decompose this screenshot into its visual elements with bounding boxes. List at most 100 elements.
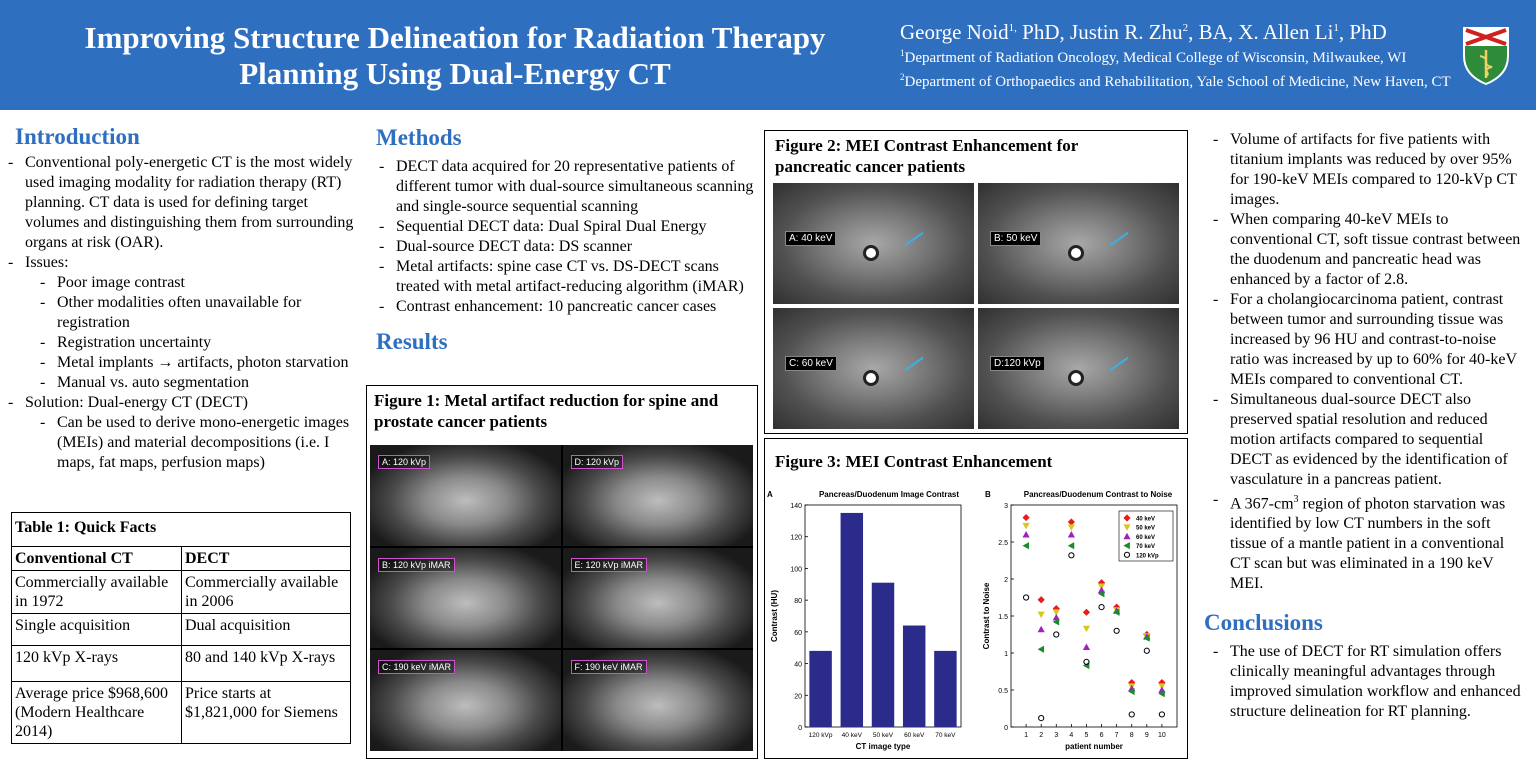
- ct-image-panel: A: 120 kVp: [370, 445, 561, 546]
- table-cell: 80 and 140 kVp X-rays: [181, 645, 351, 682]
- ct-image-panel: D: 120 kVp: [562, 445, 753, 546]
- data-point: [1067, 531, 1075, 538]
- bar: [809, 650, 832, 727]
- y-tick-label: 0: [1004, 725, 1008, 732]
- bar: [934, 650, 957, 727]
- ct-image-panel: F: 190 keV iMAR: [562, 650, 753, 751]
- list-item: Solution: Dual-energy CT (DECT) Can be u…: [5, 393, 365, 473]
- affiliation-2: 2Department of Orthopaedics and Rehabili…: [900, 72, 1451, 90]
- list-item: Contrast enhancement: 10 pancreatic canc…: [376, 297, 760, 317]
- data-point: [1082, 643, 1091, 650]
- university-shield-logo-icon: [1463, 27, 1509, 86]
- table-cell: Commercially available in 1972: [11, 570, 182, 614]
- data-point: [1022, 522, 1030, 530]
- data-point: [1097, 590, 1105, 598]
- title-line-2: Planning Using Dual-Energy CT: [239, 56, 671, 91]
- x-tick-label: 120 kVp: [809, 732, 833, 739]
- chart-title: Pancreas/Duodenum Image Contrast: [819, 490, 959, 499]
- x-tick-label: 2: [1039, 732, 1043, 739]
- contrast-bar-chart: A Pancreas/Duodenum Image Contrast 0 20 40 60…: [767, 490, 962, 751]
- data-point: [1022, 531, 1030, 538]
- data-point: [1082, 608, 1091, 616]
- legend-marker: [1123, 551, 1131, 558]
- panel-label: D:120 kVp: [990, 356, 1045, 371]
- figure-1-title: Figure 1: Metal artifact reduction for s…: [374, 391, 719, 431]
- list-item: Volume of artifacts for five patients wi…: [1200, 130, 1522, 210]
- bar: [871, 582, 895, 727]
- poster-title: Improving Structure Delineation for Radi…: [40, 20, 870, 92]
- y-tick-label: 100: [790, 566, 802, 573]
- table-cell: Dual acquisition: [181, 613, 351, 646]
- poster-header: Improving Structure Delineation for Radi…: [0, 0, 1536, 110]
- panel-label: B: [985, 490, 991, 499]
- panel-label: B: 120 kVp iMAR: [378, 557, 455, 572]
- introduction-list: Conventional poly-energetic CT is the mo…: [8, 153, 365, 473]
- contrast-marker-icon: [1068, 245, 1084, 261]
- list-item: DECT data acquired for 20 representative…: [376, 157, 760, 217]
- panel-label: A: 40 keV: [785, 231, 837, 246]
- data-point: [1083, 658, 1090, 665]
- table-cell: Average price $968,600 (Modern Healthcar…: [11, 681, 182, 744]
- data-point: [1022, 542, 1029, 550]
- title-line-1: Improving Structure Delineation for Radi…: [84, 20, 826, 55]
- author-degree: , BA,: [1188, 20, 1239, 44]
- ct-image-panel: E: 120 kVp iMAR: [562, 547, 753, 649]
- panel-label: E: 120 kVp iMAR: [570, 557, 648, 572]
- x-tick-label: 9: [1145, 732, 1149, 739]
- legend-label: 60 keV: [1136, 535, 1155, 541]
- list-item: For a cholangiocarcinoma patient, contra…: [1200, 290, 1522, 390]
- methods-list: DECT data acquired for 20 representative…: [376, 157, 760, 317]
- list-item: The use of DECT for RT simulation offers…: [1200, 642, 1522, 722]
- ct-image-panel: B: 120 kVp iMAR: [370, 547, 561, 649]
- author-name: George Noid: [900, 20, 1009, 44]
- quick-facts-table: Table 1: Quick Facts Conventional CT DEC…: [11, 512, 351, 744]
- data-point: [1037, 645, 1045, 653]
- x-tick-label: 40 keV: [842, 732, 863, 739]
- contrast-marker-icon: [1068, 370, 1084, 386]
- panel-label: B: 50 keV: [990, 231, 1042, 246]
- data-point: [1158, 711, 1166, 718]
- ct-image-panel: A: 40 keV: [773, 183, 974, 304]
- table-title: Table 1: Quick Facts: [11, 512, 351, 547]
- legend-label: 50 keV: [1136, 526, 1155, 532]
- author-degree: PhD,: [1016, 20, 1071, 44]
- table-row: Single acquisition Dual acquisition: [11, 613, 351, 646]
- table-row: 120 kVp X-rays 80 and 140 kVp X-rays: [11, 645, 351, 682]
- figure-2-image-grid: A: 40 keV B: 50 keV C: 60 keV D:120 kVp: [773, 183, 1179, 429]
- y-tick-label: 0: [798, 725, 802, 732]
- data-point: [1128, 687, 1135, 696]
- methods-heading: Methods: [376, 125, 462, 150]
- list-item: Conventional poly-energetic CT is the mo…: [5, 153, 365, 253]
- list-item: Sequential DECT data: Dual Spiral Dual E…: [376, 217, 760, 237]
- issue-item: Registration uncertainty: [25, 333, 365, 353]
- panel-label: C: 60 keV: [785, 356, 837, 371]
- data-point: [1038, 715, 1045, 722]
- arrow-icon: [904, 356, 924, 372]
- solution-item: Can be used to derive mono-energetic ima…: [25, 413, 365, 473]
- x-tick-label: 10: [1158, 732, 1166, 739]
- data-point: [1082, 625, 1091, 633]
- ct-image-panel: D:120 kVp: [978, 308, 1179, 429]
- data-point: [1158, 690, 1165, 698]
- y-tick-label: 120: [790, 535, 802, 542]
- x-axis-label: patient number: [1065, 742, 1123, 751]
- table-header-cell: DECT: [181, 546, 351, 571]
- table-cell: Commercially available in 2006: [181, 570, 351, 614]
- x-tick-label: 4: [1069, 732, 1073, 739]
- y-axis-label: Contrast (HU): [770, 590, 779, 642]
- data-point: [1068, 552, 1075, 559]
- data-point: [1022, 594, 1030, 601]
- y-tick-label: 1: [1004, 651, 1008, 658]
- figure-2: Figure 2: MEI Contrast Enhancement for p…: [764, 130, 1188, 434]
- y-tick-label: 3: [1004, 503, 1008, 510]
- contrast-marker-icon: [863, 245, 879, 261]
- data-point: [1037, 611, 1045, 619]
- y-tick-label: 80: [794, 598, 802, 605]
- y-tick-label: 20: [794, 693, 802, 700]
- ct-image-panel: C: 60 keV: [773, 308, 974, 429]
- list-item: Simultaneous dual-source DECT also prese…: [1200, 390, 1522, 490]
- arrow-icon: [1109, 231, 1129, 247]
- legend-label: 120 kVp: [1136, 553, 1159, 559]
- legend-marker: [1123, 524, 1131, 531]
- panel-label: C: 190 keV iMAR: [378, 660, 456, 675]
